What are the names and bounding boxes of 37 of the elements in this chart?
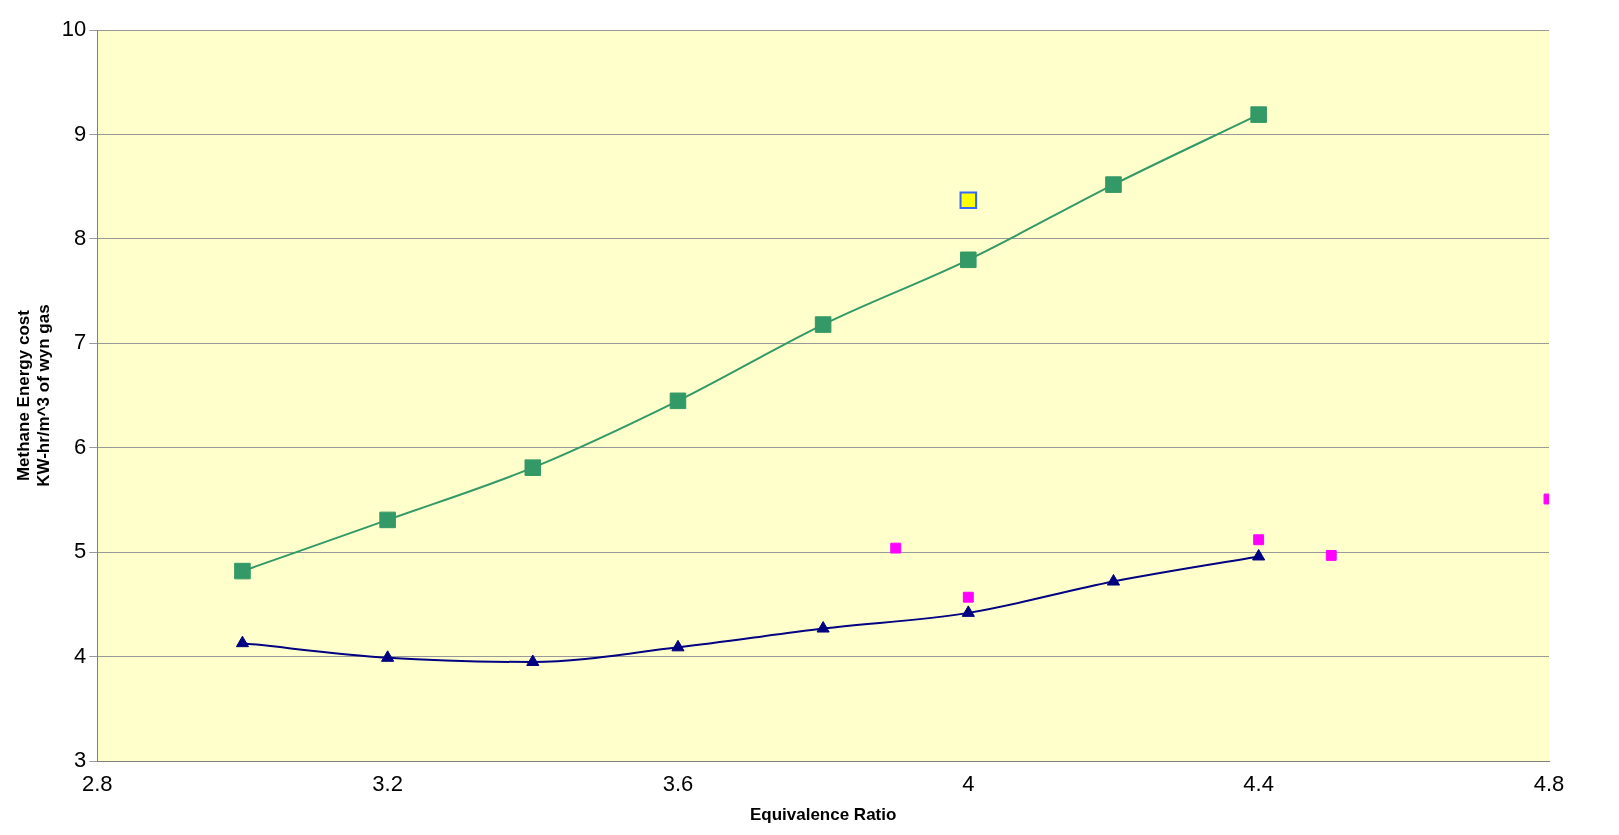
point — [1325, 549, 1337, 561]
point — [235, 635, 250, 648]
point — [526, 654, 540, 666]
y-axis-title: Methane Energy cost KW-hr/m^3 of wyn gas — [13, 304, 54, 487]
point — [669, 392, 687, 410]
y-tick-label: 3 — [74, 747, 87, 773]
x-tick-label: 4 — [962, 771, 975, 797]
x-axis-title: Equivalence Ratio — [749, 805, 897, 825]
x-tick-label: 4.4 — [1243, 771, 1274, 797]
point — [961, 605, 975, 617]
point — [234, 562, 251, 580]
point — [959, 191, 978, 210]
point — [524, 459, 542, 476]
point — [816, 621, 830, 633]
point — [1250, 106, 1267, 123]
x-tick-label: 4.8 — [1533, 771, 1565, 797]
y-tick-label: 8 — [74, 224, 87, 250]
point — [381, 650, 395, 662]
point — [1252, 548, 1266, 561]
x-tick-label: 2.8 — [81, 771, 113, 797]
y-tick-label: 5 — [74, 538, 87, 564]
y-tick-label: 9 — [74, 120, 87, 146]
point — [1106, 574, 1121, 586]
y-tick-label: 10 — [61, 16, 87, 42]
point — [671, 639, 685, 652]
point — [379, 511, 396, 529]
x-tick-label: 3.6 — [662, 771, 694, 797]
point — [814, 316, 832, 333]
point — [1253, 534, 1265, 546]
y-tick-label: 6 — [74, 433, 87, 459]
point — [1105, 176, 1122, 193]
point — [890, 542, 902, 554]
point — [960, 251, 977, 269]
x-tick-label: 3.2 — [372, 771, 403, 797]
y-tick-label: 4 — [74, 642, 87, 668]
point — [962, 591, 974, 603]
y-tick-label: 7 — [74, 329, 87, 355]
